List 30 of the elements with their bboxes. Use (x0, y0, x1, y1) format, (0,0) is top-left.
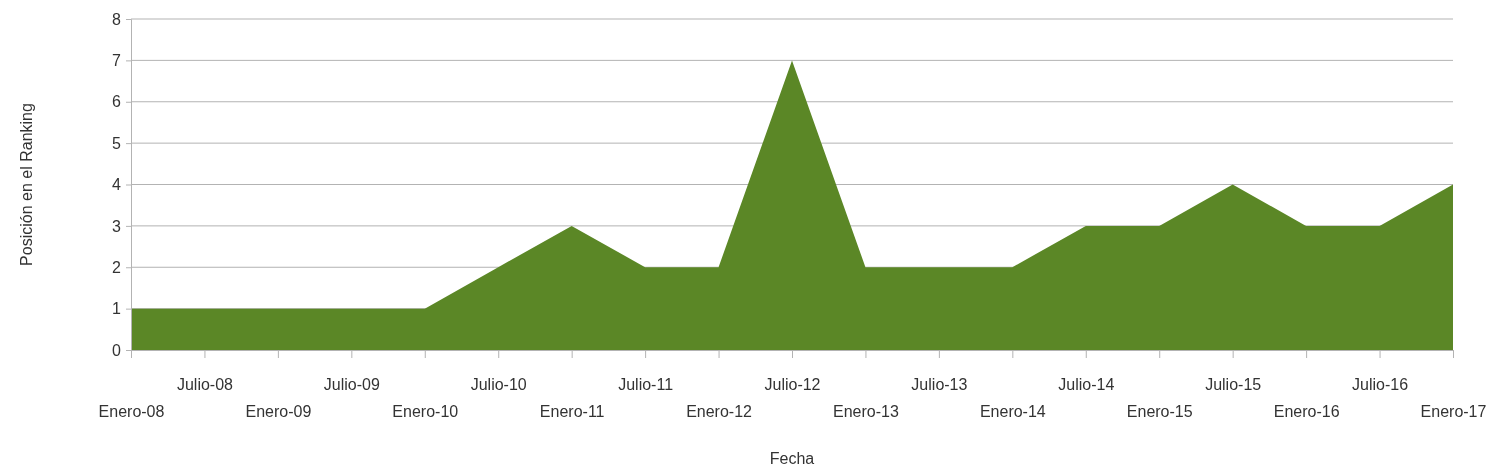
y-tick-label: 0 (112, 341, 122, 359)
y-axis-title: Posición en el Ranking (18, 103, 35, 266)
x-tick-label: Julio-12 (764, 376, 821, 394)
x-tick-label: Enero-10 (392, 403, 459, 421)
x-tick-label: Enero-16 (1273, 403, 1340, 421)
x-tick-label: Julio-11 (618, 376, 674, 394)
y-tick-label: 6 (112, 93, 122, 111)
y-tick-label: 3 (112, 217, 122, 235)
x-tick-label: Enero-11 (539, 403, 605, 421)
x-tick-label: Julio-08 (176, 376, 234, 394)
y-tick-label: 4 (112, 176, 122, 194)
x-tick-label: Julio-09 (323, 376, 380, 394)
x-tick-label: Julio-10 (470, 376, 527, 394)
x-tick-label: Enero-09 (245, 403, 312, 421)
x-tick-label: Julio-13 (911, 376, 968, 394)
x-tick-label: Enero-12 (686, 403, 753, 421)
x-axis-title: Fecha (769, 450, 815, 467)
x-tick-label: Julio-14 (1058, 376, 1115, 394)
y-tick-label: 5 (112, 134, 122, 152)
x-tick-label: Enero-08 (98, 403, 165, 421)
y-tick-label: 2 (112, 258, 122, 276)
x-tick-label: Julio-16 (1352, 376, 1409, 394)
x-tick-label: Enero-15 (1126, 403, 1193, 421)
y-tick-label: 1 (112, 300, 122, 318)
x-tick-label: Enero-14 (979, 403, 1046, 421)
x-tick-label: Julio-15 (1205, 376, 1262, 394)
y-tick-label: 8 (112, 10, 122, 28)
x-tick-label: Enero-17 (1420, 403, 1487, 421)
x-tick-label: Enero-13 (833, 403, 899, 421)
y-tick-label: 7 (112, 51, 122, 69)
